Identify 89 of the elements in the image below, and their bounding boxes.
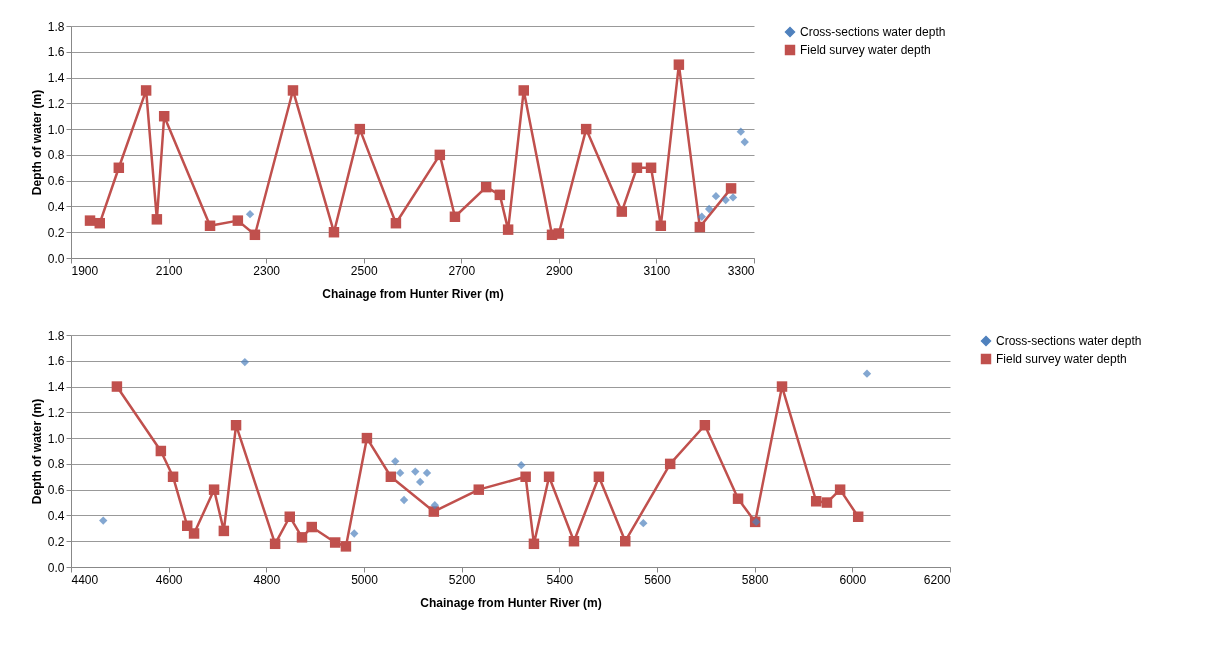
x-tick-label: 5400 <box>546 572 574 587</box>
point <box>155 445 167 457</box>
y-tick-label: 1.8 <box>47 328 65 343</box>
point <box>568 535 580 547</box>
point <box>99 516 108 525</box>
x-tick-label: 4600 <box>155 572 183 587</box>
point <box>111 381 123 392</box>
y-tick-label: 0.6 <box>47 174 65 189</box>
y-tick-label: 0.2 <box>47 534 65 549</box>
y-tick-label: 1.6 <box>47 45 65 60</box>
point <box>188 528 200 539</box>
point <box>240 357 250 367</box>
y-tick-label: 0.8 <box>47 148 65 163</box>
point <box>329 537 341 548</box>
y-axis-title: Depth of water (m) <box>29 398 44 505</box>
y-tick-label: 0.0 <box>47 560 65 575</box>
y-tick-label: 1.2 <box>47 96 65 111</box>
y-tick-label: 1.8 <box>47 19 65 34</box>
point <box>385 471 397 483</box>
point <box>269 538 281 550</box>
point <box>430 500 439 510</box>
legend-label: Field survey water depth <box>996 352 1127 366</box>
point <box>593 471 605 483</box>
legend-label: Cross-sections water depth <box>996 334 1142 348</box>
x-axis-title: Chainage from Hunter River (m) <box>420 595 602 610</box>
point <box>422 468 432 478</box>
y-axis-title: Depth of water (m) <box>29 89 44 196</box>
point <box>473 484 484 495</box>
legend-label: Field survey water depth <box>800 43 931 57</box>
y-tick-label: 1.6 <box>47 354 65 369</box>
y-tick-label: 0.0 <box>47 251 65 266</box>
point <box>543 471 555 483</box>
y-tick-label: 0.8 <box>47 457 65 472</box>
y-tick-label: 0.2 <box>47 225 65 240</box>
point <box>664 458 676 470</box>
point <box>821 497 833 508</box>
y-tick-label: 0.4 <box>47 508 65 523</box>
point <box>639 518 648 528</box>
point <box>810 496 822 507</box>
x-tick-label: 6000 <box>839 572 867 587</box>
x-axis-title: Chainage from Hunter River (m) <box>322 286 504 301</box>
point <box>218 525 230 537</box>
point <box>167 471 179 483</box>
x-tick-label: 6200 <box>923 572 951 587</box>
point <box>699 419 711 431</box>
point <box>361 432 373 444</box>
point <box>230 419 242 431</box>
x-tick-label: 2700 <box>448 263 476 278</box>
x-tick-label: 2900 <box>546 263 574 278</box>
point <box>208 484 220 495</box>
x-tick-label: 2500 <box>350 263 378 278</box>
point <box>284 511 296 522</box>
point <box>399 495 409 505</box>
x-tick-label: 1900 <box>71 263 99 278</box>
x-tick-label: 2300 <box>253 263 281 278</box>
point <box>834 484 846 495</box>
x-tick-label: 3100 <box>643 263 671 278</box>
point <box>852 511 864 522</box>
y-tick-label: 1.2 <box>47 405 65 420</box>
x-tick-label: 5600 <box>644 572 672 587</box>
x-tick-label: 2100 <box>155 263 183 278</box>
point <box>732 493 744 504</box>
point <box>776 381 788 392</box>
point <box>395 468 405 478</box>
point <box>411 467 420 476</box>
point <box>350 529 359 538</box>
point <box>391 457 400 466</box>
y-tick-label: 0.6 <box>47 483 65 498</box>
x-tick-label: 4400 <box>71 572 99 587</box>
x-tick-label: 5200 <box>448 572 476 587</box>
x-tick-label: 4800 <box>253 572 281 587</box>
x-tick-label: 3300 <box>727 263 755 278</box>
point <box>340 541 352 552</box>
y-tick-label: 1.0 <box>47 431 65 446</box>
y-tick-label: 1.0 <box>47 122 65 137</box>
point <box>415 477 425 487</box>
x-tick-label: 5800 <box>741 572 769 587</box>
point <box>306 521 317 533</box>
point <box>296 532 308 543</box>
y-tick-label: 1.4 <box>47 380 65 395</box>
legend-label: Cross-sections water depth <box>800 25 946 39</box>
x-tick-label: 5000 <box>351 572 379 587</box>
point <box>862 369 872 378</box>
point <box>528 538 540 550</box>
y-tick-label: 1.4 <box>47 71 65 86</box>
point <box>517 460 526 470</box>
point <box>520 471 531 483</box>
point <box>620 535 631 547</box>
y-tick-label: 0.4 <box>47 199 65 214</box>
